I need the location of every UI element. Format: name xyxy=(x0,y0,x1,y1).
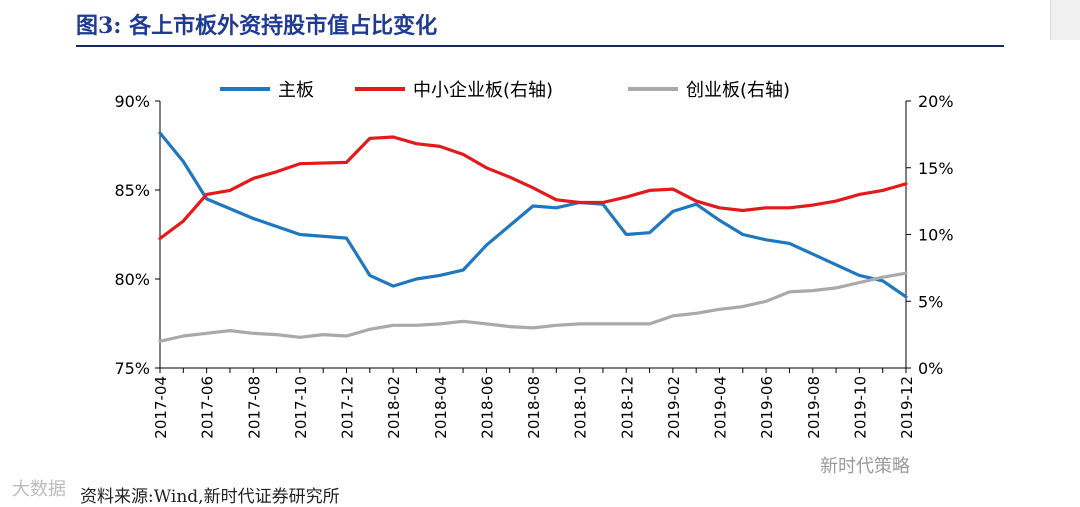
x-tick-label: 2019-08 xyxy=(805,376,823,439)
x-tick-label: 2018-10 xyxy=(572,376,590,439)
left-tick-label: 75% xyxy=(114,359,150,378)
x-tick-label: 2018-08 xyxy=(525,376,543,439)
left-tick-label: 90% xyxy=(114,92,150,111)
legend-group: 主板 中小企业板(右轴) 创业板(右轴) xyxy=(220,80,790,101)
x-tick-label: 2017-12 xyxy=(339,376,357,439)
right-tick-label: 0% xyxy=(918,359,943,378)
corner-mark xyxy=(1050,0,1080,40)
right-tick-label: 5% xyxy=(918,292,943,311)
x-tick-label: 2018-06 xyxy=(478,376,496,439)
series-group xyxy=(158,131,908,343)
x-tick-label: 2017-04 xyxy=(152,376,170,439)
source-note: 资料来源:Wind,新时代证券研究所 xyxy=(80,487,340,507)
x-tick-label: 2018-04 xyxy=(432,376,450,439)
series-line-2 xyxy=(158,271,908,343)
x-tick-label: 2018-02 xyxy=(385,376,403,439)
left-tick-label: 85% xyxy=(114,181,150,200)
series-line-0 xyxy=(158,131,908,299)
series-line-1 xyxy=(158,135,908,241)
x-tick-label: 2017-10 xyxy=(292,376,310,439)
axes-group: 75% 80% 85% 90% 0% 5% 10% 15% 20% 2017-04 2017-06 2… xyxy=(114,92,953,439)
x-tick-label: 2018-12 xyxy=(618,376,636,439)
chart-title: 图3: 各上市板外资持股市值占比变化 xyxy=(76,13,438,39)
x-tick-label: 2019-10 xyxy=(851,376,869,439)
legend-label-0: 主板 xyxy=(278,80,314,101)
legend-label-1: 中小企业板(右轴) xyxy=(413,80,553,101)
x-tick-label: 2019-06 xyxy=(758,376,776,439)
x-tick-label: 2019-02 xyxy=(665,376,683,439)
x-tick-label: 2017-06 xyxy=(199,376,217,439)
left-tick-label: 80% xyxy=(114,270,150,289)
watermark-right: 新时代策略 xyxy=(820,456,910,477)
x-tick-label: 2019-04 xyxy=(712,376,730,439)
right-tick-label: 15% xyxy=(918,159,954,178)
title-rule xyxy=(76,45,1004,47)
right-tick-label: 20% xyxy=(918,92,954,111)
right-tick-label: 10% xyxy=(918,226,954,245)
x-tick-label: 2017-08 xyxy=(245,376,263,439)
x-tick-label: 2019-12 xyxy=(898,376,916,439)
legend-label-2: 创业板(右轴) xyxy=(686,80,790,101)
watermark-left: 大数据 xyxy=(12,479,66,500)
